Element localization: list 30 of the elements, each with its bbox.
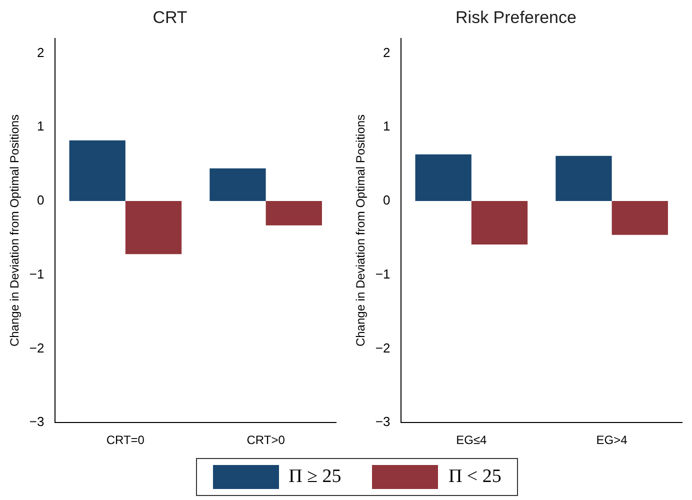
legend-label: Π ≥ 25 [288,466,342,488]
y-tick-label: 2 [36,44,44,60]
y-tick-label: −2 [29,340,44,356]
x-tick-label: CRT>0 [246,433,286,448]
y-tick-label: −2 [375,340,390,356]
chart-title: CRT [152,8,188,27]
y-tick-label: −1 [375,266,390,282]
y-tick-label: −3 [29,414,44,430]
bar [125,200,182,254]
y-tick-label: 1 [36,118,44,134]
y-tick-label: −3 [375,414,390,430]
bar [612,200,668,235]
x-tick-label: EG≤4 [456,433,488,448]
x-tick-label: EG>4 [596,433,628,448]
bar [415,154,472,201]
y-tick-label: 0 [382,192,390,208]
y-axis-title: Change in Deviation from Optimal Positions [354,114,368,347]
y-tick-label: 1 [382,118,390,134]
y-tick-label: 2 [382,44,390,60]
x-tick-label: CRT=0 [106,433,145,448]
bar [556,156,612,201]
bar [471,200,528,245]
y-tick-label: −1 [29,266,44,282]
y-tick-label: 0 [36,192,44,208]
legend-label: Π < 25 [448,466,502,488]
bar [210,168,266,201]
chart-title: Risk Preference [456,8,576,27]
bar [69,140,126,201]
y-axis-title: Change in Deviation from Optimal Positions [8,114,22,347]
bar [266,200,322,226]
